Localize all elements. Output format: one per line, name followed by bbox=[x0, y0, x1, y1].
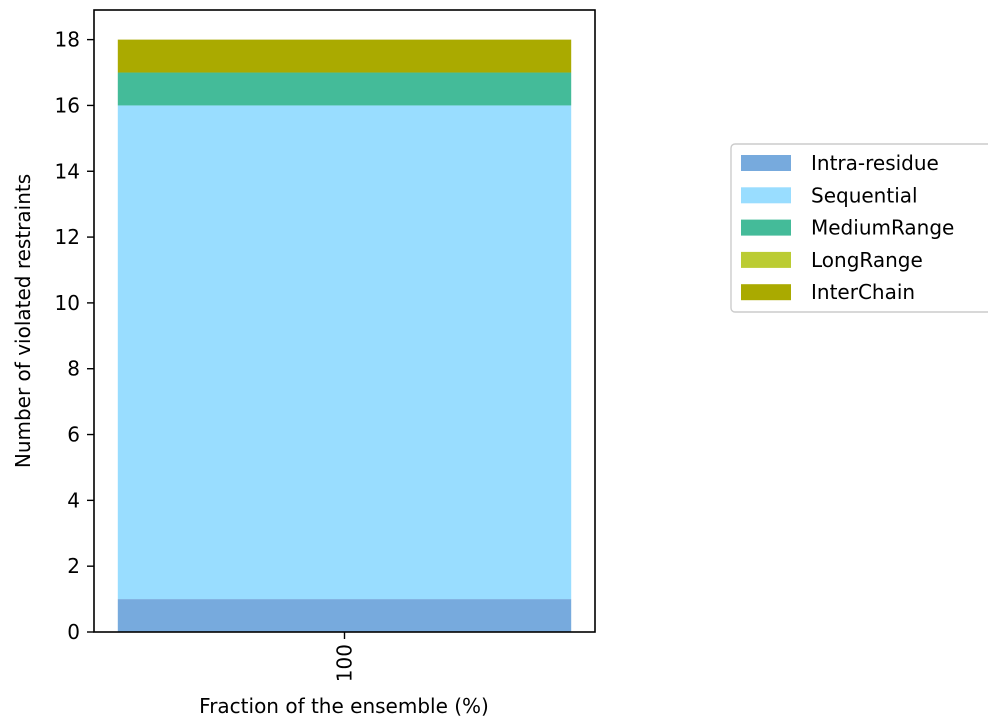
legend-swatch bbox=[741, 155, 791, 171]
legend-swatch bbox=[741, 284, 791, 301]
bar-segment-interchain bbox=[117, 39, 572, 73]
legend-label: Sequential bbox=[811, 183, 918, 207]
legend-swatch bbox=[741, 187, 791, 204]
y-axis: 0 2 4 6 8 10 12 14 16 18 bbox=[55, 28, 94, 644]
y-tick-label: 18 bbox=[55, 28, 80, 52]
legend-label: InterChain bbox=[811, 280, 915, 304]
x-tick-label: 100 bbox=[333, 644, 357, 682]
bar-segment-mediumrange bbox=[117, 72, 572, 106]
y-tick-label: 12 bbox=[55, 225, 80, 249]
y-tick-label: 4 bbox=[67, 488, 80, 512]
legend: Intra-residue Sequential MediumRange LongRa… bbox=[730, 143, 988, 313]
y-tick-label: 2 bbox=[67, 554, 80, 578]
bars-layer bbox=[117, 39, 572, 632]
legend-label: Intra-residue bbox=[811, 151, 939, 175]
y-tick-label: 8 bbox=[67, 357, 80, 381]
y-tick-label: 10 bbox=[55, 291, 80, 315]
bar-segment-intra-residue bbox=[117, 599, 572, 632]
legend-label: MediumRange bbox=[811, 216, 954, 240]
legend-swatch bbox=[741, 219, 791, 236]
y-tick-label: 6 bbox=[67, 423, 80, 447]
y-tick-label: 14 bbox=[55, 159, 80, 183]
y-axis-label: Number of violated restraints bbox=[11, 174, 35, 468]
bar-segment-sequential bbox=[117, 105, 572, 600]
x-axis-label: Fraction of the ensemble (%) bbox=[199, 694, 489, 718]
legend-swatch bbox=[741, 251, 791, 268]
x-axis: 100 bbox=[333, 632, 357, 682]
y-tick-label: 16 bbox=[55, 93, 80, 117]
legend-label: LongRange bbox=[811, 248, 923, 272]
y-tick-label: 0 bbox=[67, 620, 80, 644]
legend-frame bbox=[730, 143, 988, 313]
